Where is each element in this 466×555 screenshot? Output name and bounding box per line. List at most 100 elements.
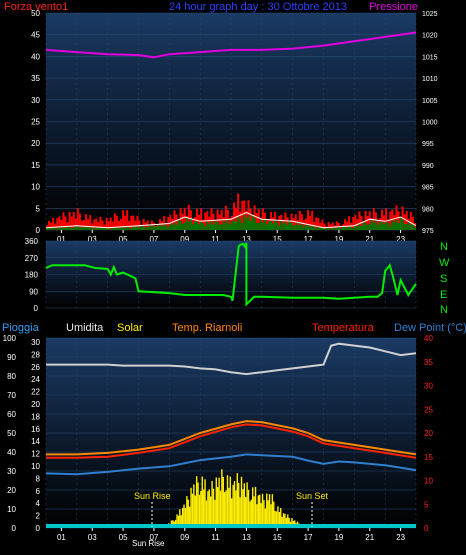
wind-avg-bar bbox=[142, 226, 145, 230]
solar-bar bbox=[236, 473, 239, 528]
wind-avg-bar bbox=[346, 227, 349, 230]
y-tick-label-mid: 2 bbox=[36, 512, 41, 521]
wind-avg-bar bbox=[216, 221, 219, 230]
wind-avg-bar bbox=[210, 221, 213, 230]
y-tick-label-mid: 6 bbox=[36, 487, 41, 496]
wind-bar bbox=[210, 208, 213, 230]
wind-avg-bar bbox=[397, 222, 400, 230]
wind-bar bbox=[228, 217, 231, 230]
wind-avg-bar bbox=[395, 219, 398, 230]
compass-n-top: N bbox=[440, 241, 448, 253]
wind-bar bbox=[409, 211, 412, 230]
solar-bar bbox=[229, 476, 231, 528]
wind-avg-bar bbox=[362, 222, 365, 230]
solar-bar bbox=[205, 500, 208, 528]
wind-avg-bar bbox=[354, 225, 357, 230]
solar-bar bbox=[221, 469, 223, 528]
solar-bar bbox=[218, 477, 220, 528]
wind-avg-bar bbox=[368, 223, 371, 230]
wind-bar bbox=[99, 216, 102, 230]
solar-bar bbox=[291, 517, 293, 528]
wind-bar bbox=[224, 205, 227, 230]
x-tick-label: 17 bbox=[304, 533, 313, 542]
solar-bar bbox=[195, 476, 198, 528]
solar-bar bbox=[284, 513, 286, 528]
wind-bar bbox=[249, 208, 252, 230]
sun-annotations: Sun Rise Sun Set Sun Rise bbox=[132, 491, 329, 548]
temperature-ticks: 0102030405060708090100024681012141618202… bbox=[3, 334, 434, 542]
y-tick-label-mid: 28 bbox=[31, 350, 40, 359]
wind-avg-bar bbox=[208, 223, 211, 230]
solar-bar bbox=[194, 495, 196, 528]
wind-bar bbox=[68, 211, 71, 230]
y-tick-label-rain: 0 bbox=[12, 524, 17, 533]
solar-bar bbox=[235, 490, 237, 528]
wind-avg-bar bbox=[401, 219, 404, 230]
wind-avg-bar bbox=[387, 222, 390, 230]
solar-bar bbox=[191, 493, 194, 528]
wind-bar bbox=[111, 221, 114, 230]
wind-avg-bar bbox=[413, 227, 416, 230]
wind-avg-bar bbox=[313, 226, 316, 230]
y-tick-label-wind: 35 bbox=[31, 74, 40, 83]
wind-bar bbox=[300, 214, 303, 230]
solar-bar bbox=[249, 501, 251, 528]
solar-bar bbox=[281, 516, 283, 528]
solar-bar bbox=[282, 513, 285, 528]
y-tick-label-mid: 30 bbox=[31, 338, 40, 347]
solar-bar bbox=[214, 499, 216, 528]
wind-avg-bar bbox=[196, 221, 199, 230]
wind-avg-bar bbox=[233, 219, 236, 230]
wind-avg-bar bbox=[68, 226, 71, 230]
y-tick-label-mid: 16 bbox=[31, 425, 40, 434]
wind-avg-bar bbox=[132, 226, 135, 230]
solar-bar bbox=[223, 492, 226, 528]
wind-bar bbox=[87, 219, 90, 230]
solar-bar bbox=[187, 499, 189, 528]
solar-bar bbox=[246, 482, 248, 528]
wind-bar bbox=[142, 218, 145, 230]
wind-bar bbox=[200, 208, 203, 230]
wind-bar bbox=[198, 214, 201, 230]
wind-avg-bar bbox=[148, 225, 151, 230]
solar-bar bbox=[254, 486, 257, 528]
solar-bar bbox=[190, 487, 192, 528]
solar-bar bbox=[278, 511, 281, 528]
wind-bar bbox=[93, 219, 96, 230]
wind-bar bbox=[302, 220, 305, 230]
wind-avg-bar bbox=[335, 227, 338, 230]
wind-bar bbox=[64, 216, 67, 230]
y-tick-label-pressure: 985 bbox=[422, 185, 434, 192]
solar-bar bbox=[239, 497, 241, 528]
wind-bar bbox=[97, 222, 100, 230]
wind-avg-bar bbox=[97, 227, 100, 230]
wind-bar bbox=[70, 216, 73, 230]
wind-bar bbox=[309, 215, 312, 230]
wind-avg-bar bbox=[177, 220, 180, 230]
wind-bar bbox=[48, 220, 51, 230]
y-tick-label-pressure: 995 bbox=[422, 141, 434, 148]
wind-avg-bar bbox=[315, 228, 318, 230]
wind-bar bbox=[307, 209, 310, 230]
solar-bar bbox=[228, 487, 230, 528]
solar-bar bbox=[216, 487, 219, 528]
y-tick-label-wind: 10 bbox=[31, 183, 40, 192]
wind-avg-bar bbox=[78, 225, 81, 230]
wind-avg-bar bbox=[212, 224, 215, 230]
wind-avg-bar bbox=[85, 226, 88, 230]
wind-avg-bar bbox=[270, 220, 273, 230]
wind-avg-bar bbox=[101, 228, 104, 230]
wind-avg-bar bbox=[74, 226, 77, 230]
solar-bar bbox=[174, 519, 177, 528]
compass-s: S bbox=[440, 273, 447, 285]
solar-bar bbox=[232, 484, 234, 528]
solar-bar bbox=[271, 494, 274, 528]
wind-bar bbox=[235, 207, 238, 230]
wind-avg-bar bbox=[302, 226, 305, 230]
wind-bar bbox=[105, 217, 108, 230]
solar-bar bbox=[207, 491, 209, 528]
solar-bar bbox=[288, 517, 290, 528]
sun-rise-tick-label: Sun Rise bbox=[132, 539, 165, 548]
y-tick-label-direction: 0 bbox=[34, 304, 39, 313]
wind-bar bbox=[175, 214, 178, 230]
